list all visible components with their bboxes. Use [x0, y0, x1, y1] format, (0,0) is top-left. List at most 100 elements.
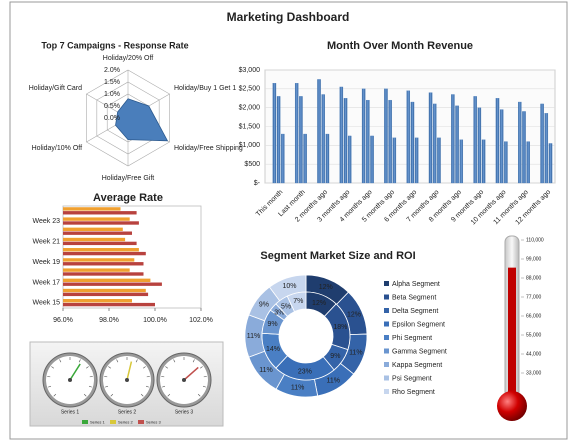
radar-tick-label: 2.0% — [104, 67, 120, 74]
dashboard: Marketing Dashboard Top 7 Campaigns - Re… — [0, 0, 577, 443]
gauge-label: Series 2 — [118, 409, 137, 415]
bar — [63, 228, 123, 231]
gauge-hub — [125, 378, 129, 382]
y-tick-label: 66,000 — [526, 313, 542, 319]
gauge-hub — [68, 378, 72, 382]
y-tick-label: Week 17 — [33, 279, 61, 286]
y-tick-label: 44,000 — [526, 351, 542, 357]
bar — [63, 262, 144, 265]
y-tick-label: $2,000 — [239, 105, 261, 112]
bar — [455, 106, 458, 183]
bar — [277, 96, 280, 183]
data-label: 14% — [266, 346, 280, 353]
data-label: 12% — [319, 284, 333, 291]
legend-label: Epsilon Segment — [392, 321, 445, 328]
bar — [63, 258, 134, 261]
legend-label: Kappa Segment — [392, 362, 442, 369]
y-tick-label: 110,000 — [526, 237, 544, 243]
bar — [295, 83, 298, 183]
bar — [370, 136, 373, 183]
bar — [429, 93, 432, 183]
bar — [407, 91, 410, 183]
bar — [478, 108, 481, 183]
data-label: 11% — [259, 367, 273, 374]
radar-tick-label: 1.0% — [104, 91, 120, 98]
x-tick-label: 96.0% — [53, 317, 73, 324]
bar — [63, 268, 130, 271]
bar — [304, 134, 307, 183]
category-label: Holiday/Buy 1 Get 1 — [174, 85, 236, 92]
category-label: Holiday/Gift Card — [29, 85, 82, 92]
legend-swatch — [384, 295, 389, 300]
data-label: 5% — [281, 303, 291, 310]
bar — [411, 102, 414, 183]
bar — [317, 79, 320, 183]
legend-label: Psi Segment — [392, 375, 432, 382]
radar-tick-label: 0.0% — [104, 115, 120, 122]
data-label: 9% — [330, 353, 340, 360]
legend-swatch — [384, 322, 389, 327]
category-label: Holiday/20% Off — [103, 55, 154, 62]
bar — [63, 207, 121, 210]
legend-label: Series 2 — [118, 420, 133, 425]
data-label: 12% — [312, 300, 326, 307]
legend-label: Series 3 — [146, 420, 161, 425]
bar — [281, 134, 284, 183]
y-tick-label: 77,000 — [526, 294, 542, 300]
gauge-label: Series 1 — [61, 409, 80, 415]
bar — [415, 138, 418, 183]
bar — [518, 102, 521, 183]
radar-tick-label: 1.5% — [104, 79, 120, 86]
radar-tick-label: 0.5% — [104, 103, 120, 110]
legend-swatch — [384, 376, 389, 381]
bar — [299, 96, 302, 183]
bar — [63, 242, 137, 245]
bar — [344, 98, 347, 183]
chart-title: Segment Market Size and ROI — [260, 250, 415, 262]
bar — [500, 110, 503, 183]
x-tick-label: 98.0% — [99, 317, 119, 324]
legend-label: Phi Segment — [392, 335, 432, 342]
legend-swatch — [384, 389, 389, 394]
bar — [389, 100, 392, 183]
bar — [460, 140, 463, 183]
data-label: 11% — [247, 333, 261, 340]
chart-title: Top 7 Campaigns - Response Rate — [41, 40, 188, 50]
bar — [63, 293, 148, 296]
y-tick-label: $3,000 — [239, 67, 261, 74]
bar — [63, 283, 162, 286]
bar — [63, 279, 150, 282]
y-tick-label: 55,000 — [526, 332, 542, 338]
bar — [393, 138, 396, 183]
data-label: 11% — [326, 378, 340, 385]
y-tick-label: Week 15 — [33, 300, 61, 307]
bar — [63, 232, 132, 235]
bar — [63, 221, 139, 224]
bar — [348, 136, 351, 183]
gauge-label: Series 3 — [175, 409, 194, 415]
data-label: 12% — [347, 312, 361, 319]
bar — [273, 83, 276, 183]
legend-swatch — [384, 349, 389, 354]
y-tick-label: $1,000 — [239, 142, 261, 149]
bar — [63, 289, 146, 292]
y-tick-label: Week 23 — [33, 218, 61, 225]
bar — [433, 104, 436, 183]
bar — [504, 142, 507, 183]
bar — [549, 143, 552, 183]
legend-label: Delta Segment — [392, 308, 438, 315]
legend-swatch — [110, 420, 116, 424]
data-label: 18% — [333, 324, 347, 331]
bar — [63, 248, 139, 251]
bar — [63, 303, 155, 306]
bar — [366, 100, 369, 183]
bar — [522, 111, 525, 183]
bar — [63, 217, 130, 220]
bar — [63, 272, 144, 275]
bar — [63, 238, 125, 241]
bar — [482, 140, 485, 183]
dashboard-title: Marketing Dashboard — [227, 10, 350, 24]
legend-swatch — [384, 308, 389, 313]
bar — [326, 134, 329, 183]
bar — [527, 142, 530, 183]
